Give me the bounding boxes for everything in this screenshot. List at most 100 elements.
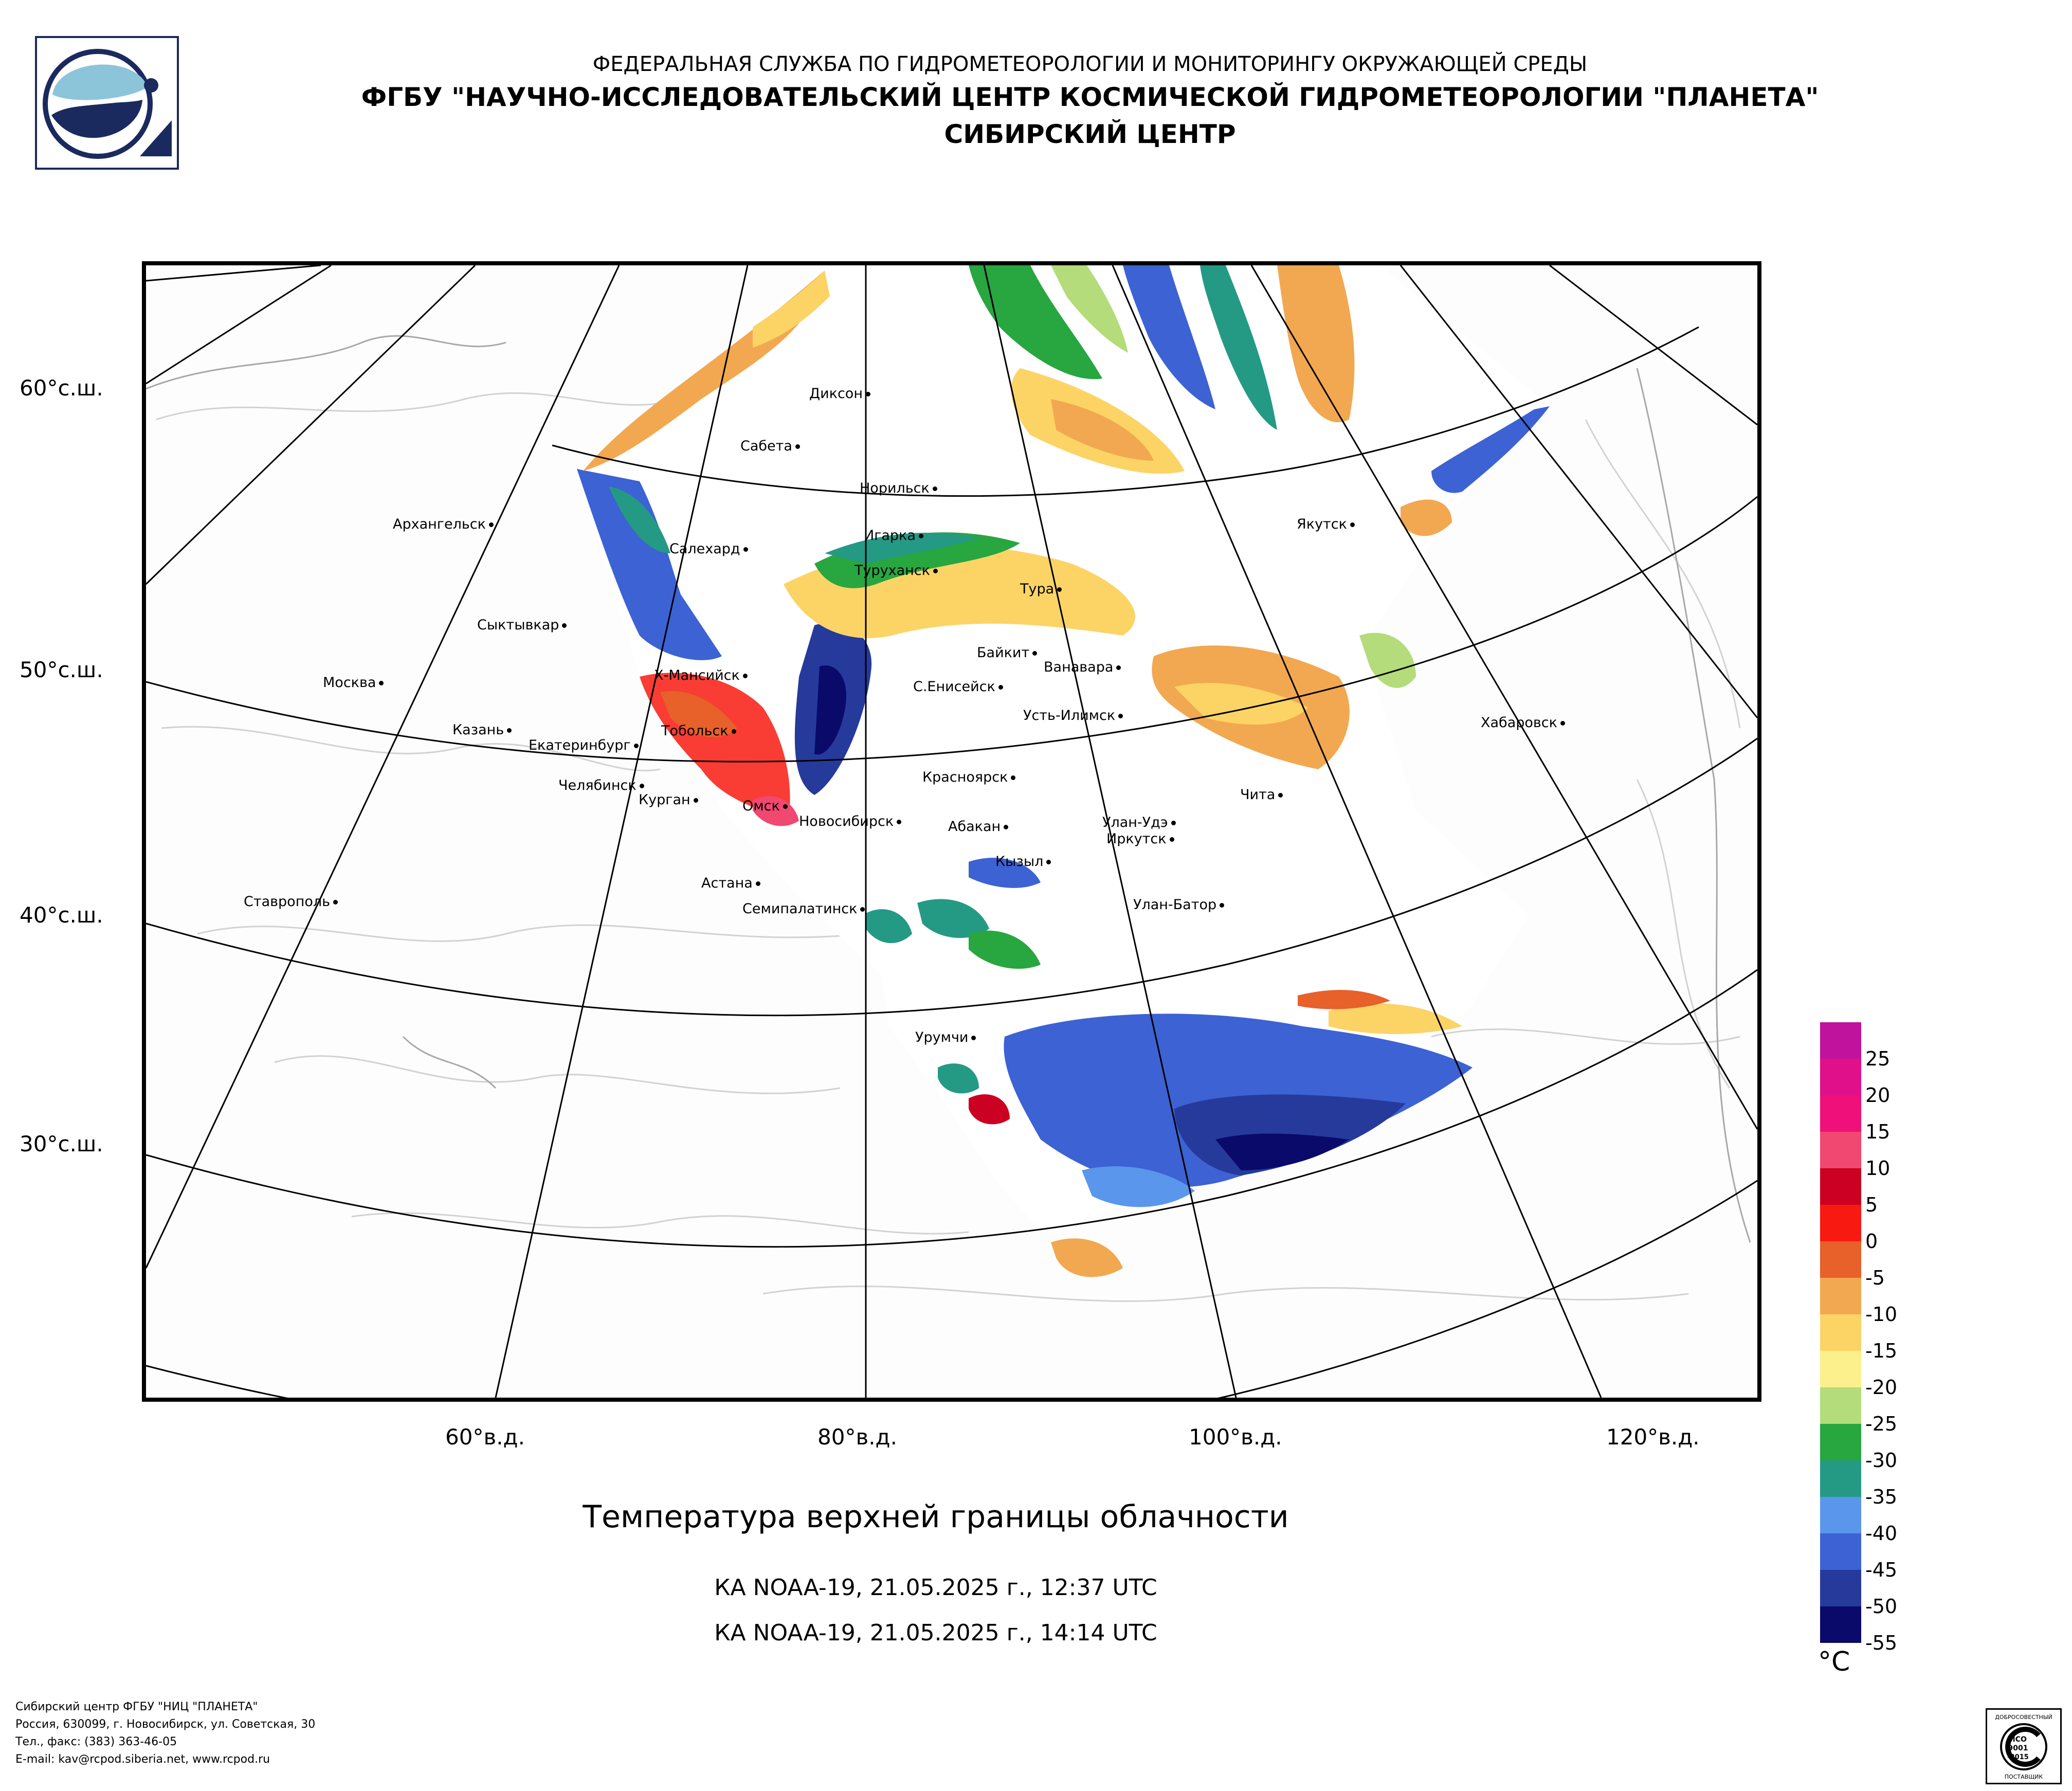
city-label: Х-Мансийск (654, 667, 748, 683)
city-label: Урумчи (915, 1029, 976, 1045)
city-label: Туруханск (855, 563, 938, 578)
legend-swatch (1820, 1533, 1861, 1570)
legend-label: -40 (1865, 1522, 1898, 1545)
header: ФЕДЕРАЛЬНАЯ СЛУЖБА ПО ГИДРОМЕТЕОРОЛОГИИ … (0, 0, 2072, 185)
legend-swatch (1820, 1497, 1861, 1533)
city-label: Норильск (860, 480, 937, 496)
legend-label: 20 (1865, 1084, 1891, 1107)
legend-swatch (1820, 1095, 1861, 1132)
planeta-logo (35, 36, 179, 170)
agency-name: ФЕДЕРАЛЬНАЯ СЛУЖБА ПО ГИДРОМЕТЕОРОЛОГИИ … (592, 52, 1588, 76)
legend-swatch (1820, 1168, 1861, 1205)
iso-line3: -2015 (2007, 1753, 2029, 1761)
satellite-swath (577, 265, 1550, 1277)
legend-label: -10 (1865, 1303, 1898, 1326)
coastlines (146, 335, 1751, 1243)
lat-label-40: 40°с.ш. (20, 902, 103, 928)
iso-top: ДОБРОСОВЕСТНЫЙ (1995, 1714, 2052, 1721)
city-label: Челябинск (558, 777, 644, 793)
legend-unit: °C (1818, 1647, 1850, 1677)
legend-swatch (1820, 1314, 1861, 1351)
pass-2: КА NOAA-19, 21.05.2025 г., 14:14 UTC (714, 1620, 1157, 1646)
legend-label: -55 (1865, 1632, 1898, 1654)
center-name: СИБИРСКИЙ ЦЕНТР (944, 119, 1236, 149)
cloud-top-temperature-map: Диксон Сабета Норильск Архангельск Игарк… (142, 261, 1761, 1402)
pass-1: КА NOAA-19, 21.05.2025 г., 12:37 UTC (714, 1575, 1157, 1601)
city-label: Якутск (1297, 516, 1355, 532)
legend-label: 10 (1865, 1157, 1891, 1180)
iso-bottom: ПОСТАВЩИК (2005, 1774, 2043, 1780)
institute-name: ФГБУ "НАУЧНО-ИССЛЕДОВАТЕЛЬСКИЙ ЦЕНТР КОС… (361, 82, 1819, 112)
legend-swatch (1820, 1132, 1861, 1168)
city-label: Архангельск (393, 516, 494, 532)
legend-swatch (1820, 1460, 1861, 1497)
city-label: Чита (1240, 787, 1283, 803)
city-label: Астана (701, 875, 760, 891)
city-label: Иркутск (1106, 831, 1174, 847)
city-label: Ванавара (1044, 659, 1121, 675)
city-label: Москва (323, 675, 384, 691)
legend-label: 25 (1865, 1047, 1891, 1070)
iso-line2: 9001 (2008, 1744, 2028, 1752)
lat-label-30: 30°с.ш. (20, 1131, 103, 1156)
city-label: Салехард (669, 541, 748, 557)
legend-swatch (1820, 1351, 1861, 1387)
lat-label-60: 60°с.ш. (20, 375, 103, 401)
lat-label-50: 50°с.ш. (20, 657, 103, 682)
lon-label-80: 80°в.д. (817, 1424, 897, 1450)
footer-address: Россия, 630099, г. Новосибирск, ул. Сове… (15, 1718, 316, 1731)
legend-swatch (1820, 1606, 1861, 1643)
city-label: Курган (639, 792, 698, 808)
legend-swatch (1820, 1387, 1861, 1424)
iso-badge: ДОБРОСОВЕСТНЫЙ ИСО 9001 -2015 ПОСТАВЩИК (1986, 1708, 2062, 1784)
city-label: Сыктывкар (477, 617, 567, 633)
city-label: Новосибирск (799, 813, 902, 829)
legend-swatch (1820, 1570, 1861, 1606)
iso-line1: ИСО (2009, 1735, 2027, 1744)
graticule (146, 265, 1757, 1398)
legend-swatch (1820, 1059, 1861, 1095)
lon-label-60: 60°в.д. (445, 1424, 525, 1450)
legend-label: 0 (1865, 1230, 1878, 1253)
city-label: Диксон (809, 386, 870, 402)
city-label: Абакан (948, 819, 1009, 835)
footer-email: E-mail: kav@rcpod.siberia.net, www.rcpod… (15, 1753, 270, 1766)
city-label: Усть-Илимск (1023, 708, 1123, 723)
footer-phone: Тел., факс: (383) 363-46-05 (15, 1735, 177, 1748)
legend-swatch (1820, 1241, 1861, 1278)
city-label: Хабаровск (1481, 715, 1565, 731)
temperature-legend (1820, 1022, 1861, 1643)
city-label: Казань (452, 722, 512, 738)
legend-label: -50 (1865, 1595, 1898, 1618)
footer-org: Сибирский центр ФГБУ "НИЦ "ПЛАНЕТА" (15, 1700, 258, 1713)
legend-label: -15 (1865, 1340, 1898, 1362)
city-label: С.Енисейск (913, 679, 1003, 695)
city-label: Ставрополь (244, 894, 338, 910)
city-label: Красноярск (922, 769, 1016, 785)
lon-label-100: 100°в.д. (1189, 1424, 1282, 1450)
legend-swatch (1820, 1278, 1861, 1314)
city-label: Кызыл (995, 854, 1051, 870)
legend-swatch (1820, 1424, 1861, 1460)
lon-label-120: 120°в.д. (1606, 1424, 1700, 1450)
city-label: Семипалатинск (742, 901, 865, 917)
footer: Сибирский центр ФГБУ "НИЦ "ПЛАНЕТА" Росс… (15, 1698, 315, 1768)
map-title: Температура верхней границы облачности (583, 1499, 1289, 1535)
legend-label: -35 (1865, 1486, 1898, 1508)
legend-label: 15 (1865, 1120, 1891, 1143)
city-label: Улан-Удэ (1102, 815, 1176, 830)
legend-label: 5 (1865, 1193, 1878, 1216)
city-label: Улан-Батор (1133, 897, 1225, 913)
city-label: Екатеринбург (529, 737, 639, 753)
city-label: Тобольск (661, 723, 736, 739)
map-canvas (146, 265, 1757, 1398)
legend-label: -25 (1865, 1413, 1898, 1435)
legend-label: -30 (1865, 1449, 1898, 1472)
legend-label: -5 (1865, 1267, 1885, 1289)
legend-label: -45 (1865, 1559, 1898, 1581)
legend-swatch (1820, 1205, 1861, 1241)
city-label: Сабета (740, 438, 800, 454)
legend-label: -20 (1865, 1376, 1898, 1399)
city-label: Байкит (977, 645, 1038, 661)
city-label: Игарка (864, 528, 923, 544)
